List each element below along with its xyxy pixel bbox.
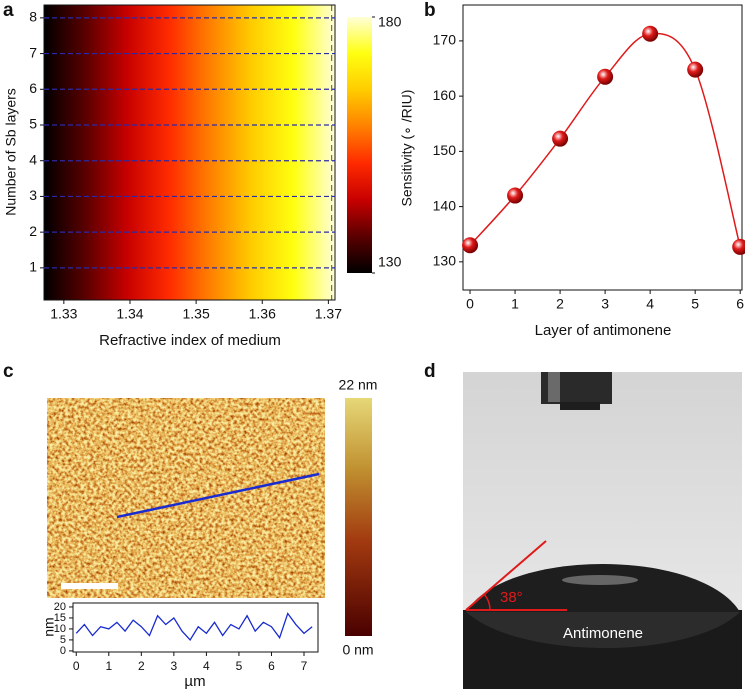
x-tick-label: 2: [138, 659, 145, 673]
colorbar: [347, 17, 372, 273]
heatmap: [44, 5, 335, 300]
data-point: [462, 237, 479, 254]
x-tick-label: 1: [105, 659, 112, 673]
plot-frame: [43, 4, 336, 301]
y-tick-label: 6: [29, 80, 37, 96]
data-point: [507, 187, 524, 204]
x-tick-label: 5: [691, 296, 699, 312]
y-tick-label: 7: [29, 44, 37, 60]
colorbar-tick-label: 180: [378, 14, 402, 30]
x-tick-label: 0: [466, 296, 474, 312]
y-tick-label: 2: [29, 223, 37, 239]
afm-colorbar: [345, 398, 372, 636]
substrate-label: Antimonene: [563, 625, 643, 642]
y-tick-label: 15: [54, 612, 66, 624]
colorbar-tick-label: 130: [378, 254, 402, 270]
panel-label: b: [424, 0, 436, 21]
scale-bar: [61, 583, 118, 589]
y-tick-label: 10: [54, 623, 66, 635]
data-point: [642, 25, 659, 42]
x-tick-label: 1.35: [182, 306, 209, 322]
profile-line: [116, 472, 320, 519]
x-axis-label: µm: [184, 673, 205, 689]
y-tick-label: 4: [29, 151, 37, 167]
y-axis-label: Sensitivity (∘ /RIU): [399, 90, 415, 207]
reflection: [466, 612, 740, 648]
data-point: [687, 61, 704, 78]
x-tick-label: 5: [236, 659, 243, 673]
y-tick-label: 0: [60, 645, 66, 657]
panel-label: c: [3, 361, 14, 382]
y-tick-label: 20: [54, 601, 66, 613]
data-point: [597, 68, 614, 85]
y-tick-label: 1: [29, 259, 37, 275]
data-line: [75, 612, 313, 641]
y-tick-label: 150: [433, 142, 457, 158]
x-tick-label: 0: [73, 659, 80, 673]
x-tick-label: 1.34: [116, 306, 143, 322]
y-tick-label: 5: [29, 116, 37, 132]
droplet: [466, 564, 740, 612]
x-tick-label: 3: [601, 296, 609, 312]
y-axis-label: Number of Sb layers: [3, 88, 19, 216]
x-axis-label: Refractive index of medium: [99, 332, 281, 349]
x-tick-label: 6: [736, 296, 744, 312]
y-tick-label: 160: [433, 87, 457, 103]
x-tick-label: 2: [556, 296, 564, 312]
y-tick-label: 3: [29, 187, 37, 203]
colorbar-label: 22 nm: [339, 377, 378, 393]
x-tick-label: 1: [511, 296, 519, 312]
angle-label: 38°: [500, 589, 523, 606]
x-tick-label: 1.37: [315, 306, 342, 322]
needle-tip: [560, 402, 600, 410]
y-tick-label: 130: [433, 253, 457, 269]
colorbar-label: 0 nm: [342, 642, 373, 658]
x-axis-label: Layer of antimonene: [535, 322, 672, 339]
x-tick-label: 3: [171, 659, 178, 673]
y-tick-label: 170: [433, 32, 457, 48]
x-tick-label: 7: [301, 659, 308, 673]
y-tick-label: 8: [29, 9, 37, 25]
x-tick-label: 1.36: [249, 306, 276, 322]
contact-angle-photo: 38° Antimonene: [463, 372, 742, 689]
panel-label: d: [424, 361, 436, 382]
droplet-highlight: [562, 575, 638, 585]
y-tick-label: 140: [433, 197, 457, 213]
data-point: [732, 238, 745, 255]
y-axis-label: nm: [41, 617, 57, 636]
angle-arc: [483, 593, 491, 611]
x-tick-label: 6: [268, 659, 275, 673]
afm-image: [47, 398, 325, 598]
plot-frame: [72, 602, 319, 653]
y-tick-label: 5: [60, 634, 66, 646]
x-tick-label: 4: [646, 296, 654, 312]
tangent-line: [465, 540, 547, 611]
plot-frame: [462, 4, 743, 291]
needle-highlight: [548, 372, 560, 402]
data-point: [552, 130, 569, 147]
x-tick-label: 4: [203, 659, 210, 673]
panel-label: a: [3, 0, 14, 21]
x-tick-label: 1.33: [50, 306, 77, 322]
